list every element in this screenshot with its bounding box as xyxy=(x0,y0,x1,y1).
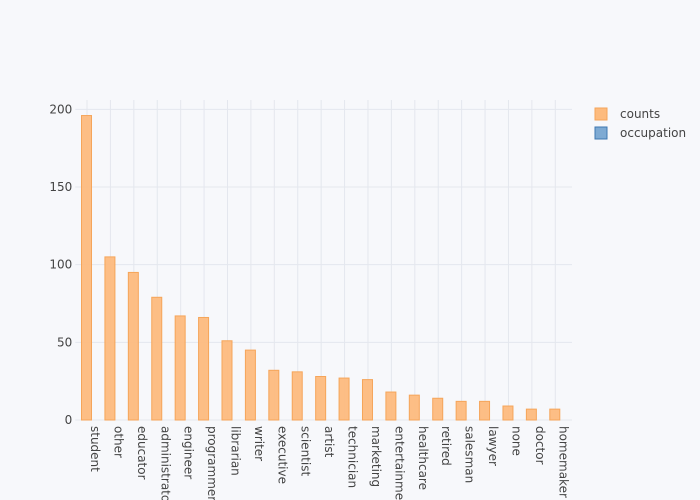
bar xyxy=(408,394,420,421)
x-tick-label: programmer xyxy=(205,426,219,500)
bar xyxy=(525,408,537,421)
bar xyxy=(174,315,186,421)
bar xyxy=(432,397,444,421)
bar xyxy=(549,408,561,421)
x-tick-label: other xyxy=(111,426,125,458)
bar xyxy=(81,115,93,421)
x-tick-label: librarian xyxy=(228,426,242,476)
x-tick-label: engineer xyxy=(182,426,196,479)
legend-swatch xyxy=(594,126,608,140)
x-tick-label: entertainment xyxy=(392,426,406,500)
x-tick-label: salesman xyxy=(463,426,477,483)
y-tick-label: 50 xyxy=(57,335,72,349)
bar xyxy=(361,379,373,421)
legend-label: occupation xyxy=(620,126,686,140)
legend-label: counts xyxy=(620,107,660,121)
bar xyxy=(455,400,467,421)
x-tick-label: marketing xyxy=(369,426,383,487)
x-tick-label: none xyxy=(509,426,523,456)
bar xyxy=(338,377,350,421)
x-tick-label: educator xyxy=(135,426,149,480)
x-tick-label: administrator xyxy=(158,426,172,500)
x-tick-label: lawyer xyxy=(486,426,500,466)
bar xyxy=(244,349,256,421)
legend-swatch xyxy=(594,107,608,121)
y-tick-label: 100 xyxy=(49,258,72,272)
x-tick-label: technician xyxy=(346,426,360,488)
y-tick-label: 200 xyxy=(49,102,72,116)
bar xyxy=(268,369,280,421)
bar xyxy=(315,376,327,421)
x-tick-label: homemaker xyxy=(556,426,570,498)
x-tick-label: doctor xyxy=(533,426,547,465)
bar xyxy=(198,316,210,421)
bar xyxy=(502,405,514,421)
bar xyxy=(151,296,163,421)
bar xyxy=(291,371,303,421)
x-tick-label: retired xyxy=(439,426,453,466)
bar xyxy=(127,271,139,421)
y-tick-label: 150 xyxy=(49,180,72,194)
x-tick-label: executive xyxy=(275,426,289,484)
bar xyxy=(385,391,397,421)
x-tick-label: writer xyxy=(252,426,266,461)
x-tick-label: student xyxy=(88,426,102,472)
bar xyxy=(104,256,116,421)
x-tick-label: healthcare xyxy=(416,426,430,490)
bar xyxy=(479,400,491,421)
y-tick-label: 0 xyxy=(65,413,73,427)
x-tick-label: artist xyxy=(322,426,336,458)
x-tick-label: scientist xyxy=(299,426,313,476)
bar xyxy=(221,340,233,421)
